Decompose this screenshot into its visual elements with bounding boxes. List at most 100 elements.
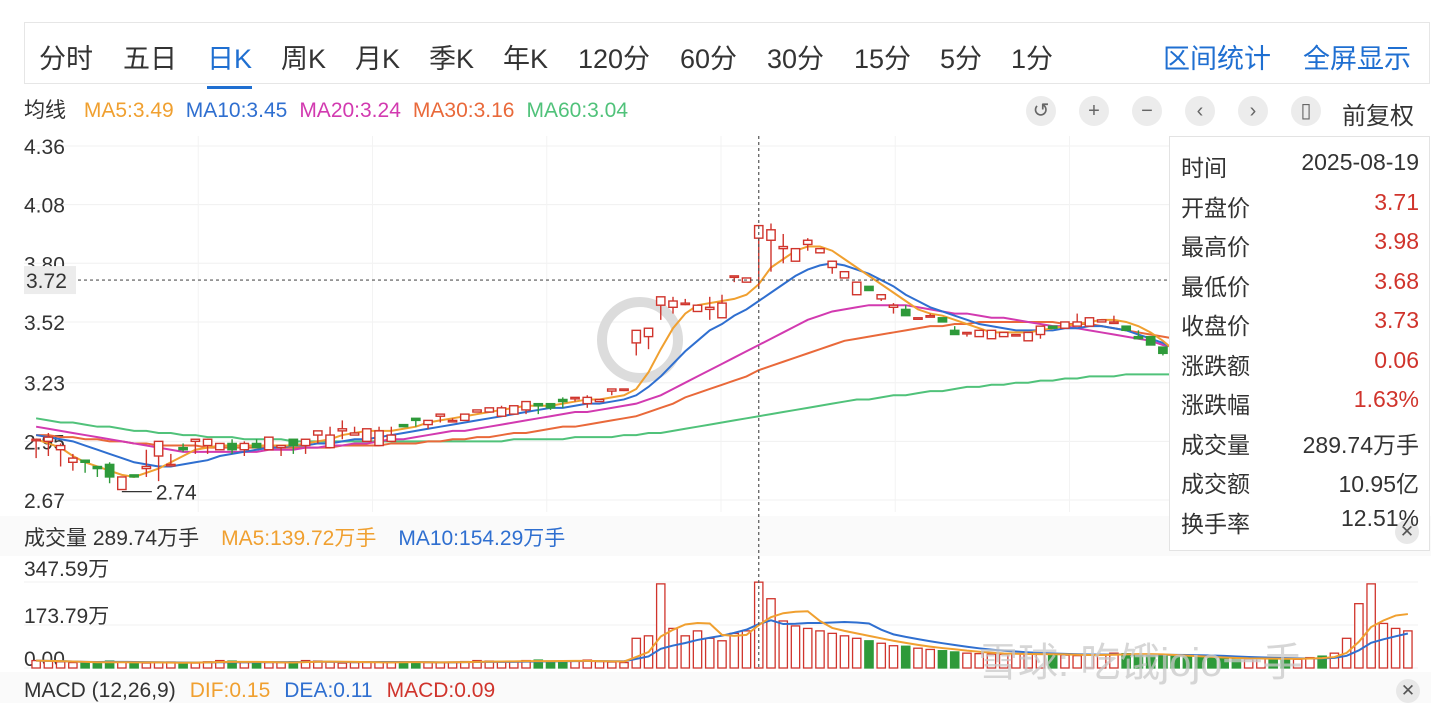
candle-body bbox=[668, 300, 678, 308]
volume-bar bbox=[619, 661, 629, 669]
volume-bar bbox=[913, 647, 923, 669]
volume-bar bbox=[141, 662, 152, 669]
tab-1[interactable]: 五日 bbox=[123, 44, 177, 74]
candle-body bbox=[1011, 333, 1021, 337]
volume-bar bbox=[717, 640, 727, 669]
tab-6[interactable]: 年K bbox=[503, 44, 549, 74]
tab-4[interactable]: 月K bbox=[355, 44, 401, 74]
candle-body bbox=[276, 444, 286, 449]
next-icon[interactable]: › bbox=[1238, 96, 1268, 126]
volume-bar bbox=[1219, 657, 1229, 669]
candle-body bbox=[729, 275, 740, 279]
tab-7[interactable]: 120分 bbox=[578, 44, 651, 74]
candle-body bbox=[1109, 321, 1119, 325]
candle-body bbox=[214, 442, 225, 451]
info-row: 换手率 12.51% bbox=[1181, 505, 1419, 539]
candle-body bbox=[533, 402, 544, 407]
volume-bar bbox=[349, 661, 360, 669]
volume-bar bbox=[864, 640, 874, 669]
candle-body bbox=[1072, 321, 1083, 327]
adjust-mode-button[interactable]: 前复权 bbox=[1342, 103, 1414, 130]
candle-body bbox=[129, 474, 139, 478]
tab-11[interactable]: 5分 bbox=[940, 44, 983, 74]
volume-legend: 成交量 289.74万手 MA5:139.72万手 MA10:154.29万手 bbox=[24, 522, 587, 552]
candle-body bbox=[178, 446, 188, 451]
candle-body bbox=[1121, 325, 1132, 332]
volume-bar bbox=[1403, 630, 1413, 669]
volume-bar bbox=[1378, 622, 1389, 669]
candle-body bbox=[974, 329, 985, 338]
volume-bar bbox=[68, 661, 78, 669]
candle-body bbox=[239, 442, 250, 451]
info-value: 3.98 bbox=[1374, 228, 1419, 254]
candle-body bbox=[704, 306, 715, 311]
volume-bar bbox=[790, 625, 801, 669]
candle-icon[interactable]: ▯ bbox=[1291, 96, 1321, 126]
candle-body bbox=[680, 302, 691, 306]
close-icon[interactable]: ✕ bbox=[1395, 520, 1419, 544]
vol_legend-item: MA10:154.29万手 bbox=[398, 527, 566, 550]
watermark: 雪球: 吃饿jojo一手 bbox=[978, 641, 1303, 685]
info-value: 12.51% bbox=[1340, 504, 1419, 531]
candle-body bbox=[545, 402, 556, 409]
info-key: 收盘价 bbox=[1181, 313, 1250, 339]
zoom-out-icon[interactable]: − bbox=[1132, 96, 1162, 126]
volume-bar bbox=[1182, 656, 1193, 669]
volume-bar bbox=[655, 583, 666, 669]
info-value: 0.06 bbox=[1374, 346, 1419, 373]
volume-bar bbox=[435, 661, 446, 669]
info-value: 3.68 bbox=[1374, 267, 1419, 294]
candle-body bbox=[1145, 335, 1156, 346]
candle-body bbox=[423, 419, 433, 426]
tab-2[interactable]: 日K bbox=[207, 37, 253, 89]
tab-0[interactable]: 分时 bbox=[39, 44, 93, 74]
candle-body bbox=[778, 245, 789, 250]
close-icon[interactable]: ✕ bbox=[1396, 679, 1420, 703]
candle-body bbox=[435, 413, 446, 417]
candle-body bbox=[227, 442, 237, 451]
candle-body bbox=[68, 457, 78, 463]
macd_legend-item: DEA:0.11 bbox=[284, 679, 373, 702]
candle-body bbox=[631, 329, 642, 344]
candle-body bbox=[692, 304, 703, 313]
ma-legend-label: 均线 bbox=[24, 99, 66, 122]
volume-bar bbox=[839, 635, 850, 669]
volume-bar bbox=[570, 660, 580, 669]
range-stats-button[interactable]: 区间统计 bbox=[1163, 44, 1271, 74]
tab-3[interactable]: 周K bbox=[281, 44, 327, 74]
info-key: 成交额 bbox=[1181, 471, 1250, 497]
low-marker-label: 2.74 bbox=[156, 482, 197, 505]
tab-10[interactable]: 15分 bbox=[854, 44, 912, 74]
candle-body bbox=[717, 302, 727, 319]
volume-bar bbox=[129, 662, 139, 669]
candle-body bbox=[141, 465, 152, 470]
y-tick-label: 2.67 bbox=[24, 490, 65, 513]
prev-icon[interactable]: ‹ bbox=[1185, 96, 1215, 126]
candle-body bbox=[594, 398, 605, 403]
ma-legend-item: MA60:3.04 bbox=[526, 99, 629, 122]
tab-5[interactable]: 季K bbox=[429, 44, 475, 74]
tab-12[interactable]: 1分 bbox=[1011, 44, 1054, 74]
candle-body bbox=[374, 430, 384, 447]
info-value: 3.71 bbox=[1374, 188, 1419, 215]
fullscreen-button[interactable]: 全屏显示 bbox=[1303, 44, 1411, 74]
zoom-in-icon[interactable]: + bbox=[1079, 96, 1109, 126]
macd-legend: MACD (12,26,9) DIF:0.15 DEA:0.11 MACD:0.09 bbox=[24, 679, 509, 703]
tab-9[interactable]: 30分 bbox=[767, 44, 825, 74]
candle-body bbox=[337, 428, 348, 432]
volume-bar bbox=[1390, 627, 1401, 669]
info-key: 最低价 bbox=[1181, 273, 1250, 300]
tab-8[interactable]: 60分 bbox=[680, 44, 738, 74]
macd_legend-item: DIF:0.15 bbox=[189, 679, 271, 702]
candle-body bbox=[1133, 335, 1144, 340]
candle-body bbox=[949, 329, 960, 336]
candle-body bbox=[876, 294, 887, 300]
volume-bar bbox=[802, 627, 813, 669]
volume-bar bbox=[704, 637, 715, 669]
volume-bar bbox=[92, 661, 103, 669]
candle-body bbox=[790, 247, 801, 262]
candle-body bbox=[190, 438, 201, 443]
volume-bar bbox=[1329, 652, 1340, 669]
undo-icon[interactable]: ↺ bbox=[1026, 96, 1056, 126]
info-key: 时间 bbox=[1181, 155, 1227, 181]
